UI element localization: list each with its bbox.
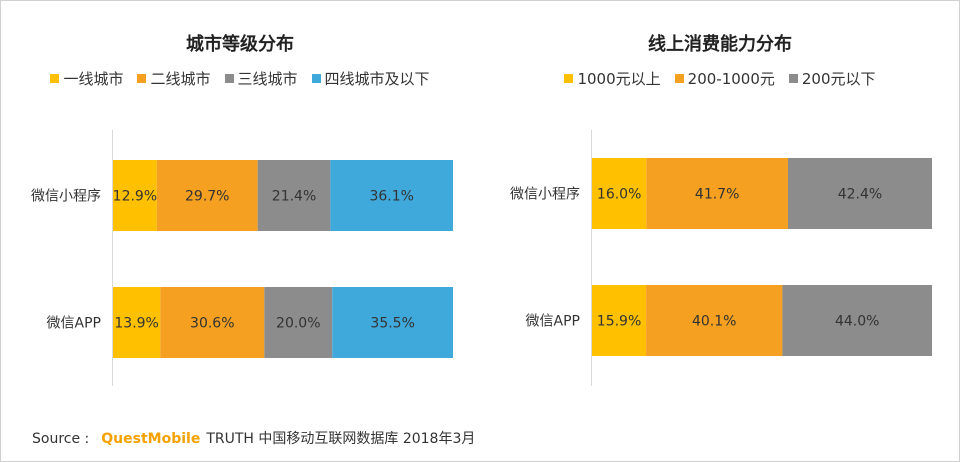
data-label: 13.9% — [114, 316, 158, 332]
bar-segment — [646, 285, 783, 356]
data-label: 12.9% — [113, 189, 157, 205]
bar-segment — [160, 287, 265, 358]
data-label: 40.1% — [692, 314, 736, 330]
data-label: 16.0% — [597, 187, 641, 203]
data-label: 36.1% — [369, 189, 413, 205]
data-label: 30.6% — [190, 316, 234, 332]
data-label: 21.4% — [272, 189, 316, 205]
data-label: 15.9% — [597, 314, 641, 330]
legend-swatch — [50, 74, 60, 83]
bar-segment — [782, 285, 932, 356]
bar-plot: 微信小程序 12.9% 29.7% 21.4% 36.1% 微信APP 13.9% 30.6%… — [31, 130, 453, 386]
chart-title: 线上消费能力分布 — [648, 34, 792, 55]
legend-label: 二线城市 — [150, 70, 211, 88]
category-label: 微信小程序 — [510, 187, 580, 203]
bar-segment — [592, 285, 647, 356]
bar-segment — [264, 287, 333, 358]
legend-swatch — [788, 74, 798, 83]
category-label: 微信APP — [526, 314, 580, 330]
legend-item: 一线城市 — [50, 68, 123, 89]
legend-item: 200-1000元 — [674, 68, 775, 89]
bar-segment — [787, 158, 932, 229]
data-label: 44.0% — [835, 314, 879, 330]
legend-item: 1000元以上 — [564, 68, 661, 89]
bar-segment — [332, 287, 453, 358]
legend-item: 二线城市 — [137, 68, 211, 89]
legend: 一线城市 二线城市 三线城市 四线城市及以下 — [0, 68, 480, 89]
bar-segment — [257, 160, 331, 231]
data-label: 41.7% — [695, 187, 739, 203]
data-label: 20.0% — [276, 316, 320, 332]
legend-item: 四线城市及以下 — [311, 68, 430, 89]
brand-name: QuestMobile — [101, 431, 201, 447]
legend-label: 一线城市 — [63, 70, 124, 88]
bar-segment — [330, 160, 453, 231]
legend-swatch — [137, 74, 147, 83]
chart-title: 城市等级分布 — [186, 34, 294, 55]
bar-segment — [646, 158, 788, 229]
source-label: Source : — [32, 431, 90, 447]
legend-label: 200-1000元 — [687, 70, 775, 88]
source-note: Source : QuestMobile TRUTH 中国移动互联网数据库 2018… — [32, 428, 475, 448]
legend-swatch — [311, 74, 321, 83]
data-label: 42.4% — [838, 187, 882, 203]
city-tier-chart: 城市等级分布 一线城市 二线城市 三线城市 四线城市及以下 微信小程序 12.9%… — [0, 0, 480, 400]
source-text: TRUTH 中国移动互联网数据库 2018年3月 — [206, 431, 476, 447]
spending-power-chart: 线上消费能力分布 1000元以上 200-1000元 200元以下 微信小程序 1… — [480, 0, 960, 400]
bar-segment — [156, 160, 258, 231]
data-label: 35.5% — [370, 316, 414, 332]
legend-item: 200元以下 — [788, 68, 876, 89]
legend: 1000元以上 200-1000元 200元以下 — [480, 68, 960, 89]
legend-swatch — [674, 74, 684, 83]
data-label: 29.7% — [185, 189, 229, 205]
bar-segment — [113, 160, 157, 231]
bar-segment — [592, 158, 647, 229]
legend-item: 三线城市 — [224, 68, 298, 89]
category-label: 微信APP — [47, 316, 101, 332]
legend-swatch — [224, 74, 234, 83]
legend-label: 三线城市 — [237, 70, 298, 88]
legend-label: 四线城市及以下 — [324, 70, 430, 88]
bar-plot: 微信小程序 16.0% 41.7% 42.4% 微信APP 15.9% 40.1% 44.0% — [510, 130, 932, 386]
category-label: 微信小程序 — [31, 189, 101, 205]
bar-segment — [113, 287, 161, 358]
legend-swatch — [564, 74, 574, 83]
legend-label: 1000元以上 — [577, 70, 661, 88]
legend-label: 200元以下 — [801, 70, 876, 88]
